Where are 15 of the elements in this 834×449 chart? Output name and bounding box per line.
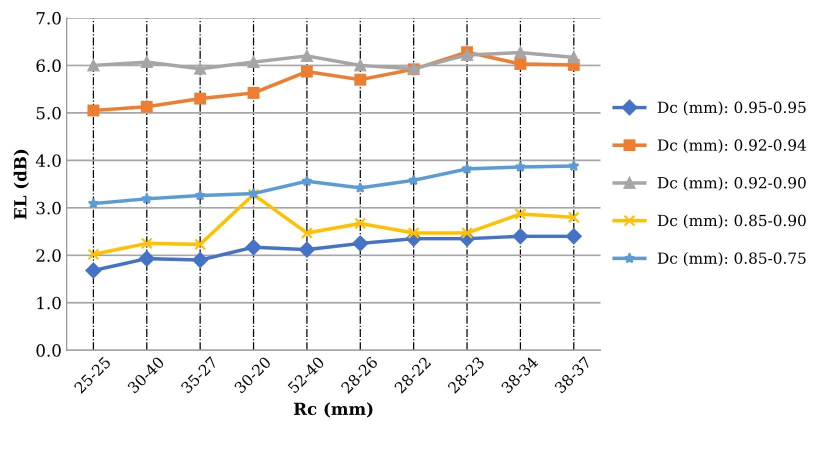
- y-tick-label: 1.0: [37, 296, 61, 310]
- y-axis-title: EL (dB): [14, 150, 29, 220]
- legend-label: Dc (mm): 0.92-0.90: [658, 176, 806, 191]
- legend-label: Dc (mm): 0.85-0.75: [658, 252, 806, 266]
- y-tick-label: 6.0: [36, 59, 61, 72]
- x-axis-title: Rc (mm): [294, 402, 372, 418]
- y-tick-label: 7.0: [36, 12, 61, 25]
- legend-label: Dc (mm): 0.92-0.94: [658, 138, 806, 153]
- y-tick-label: 0.0: [36, 344, 61, 357]
- y-tick-label: 5.0: [36, 106, 61, 120]
- y-tick-label: 4.0: [36, 154, 61, 167]
- y-tick-label: 2.0: [36, 249, 61, 262]
- legend-label: Dc (mm): 0.95-0.95: [658, 101, 806, 116]
- legend-label: Dc (mm): 0.85-0.90: [658, 214, 806, 228]
- y-tick-label: 3.0: [36, 202, 61, 214]
